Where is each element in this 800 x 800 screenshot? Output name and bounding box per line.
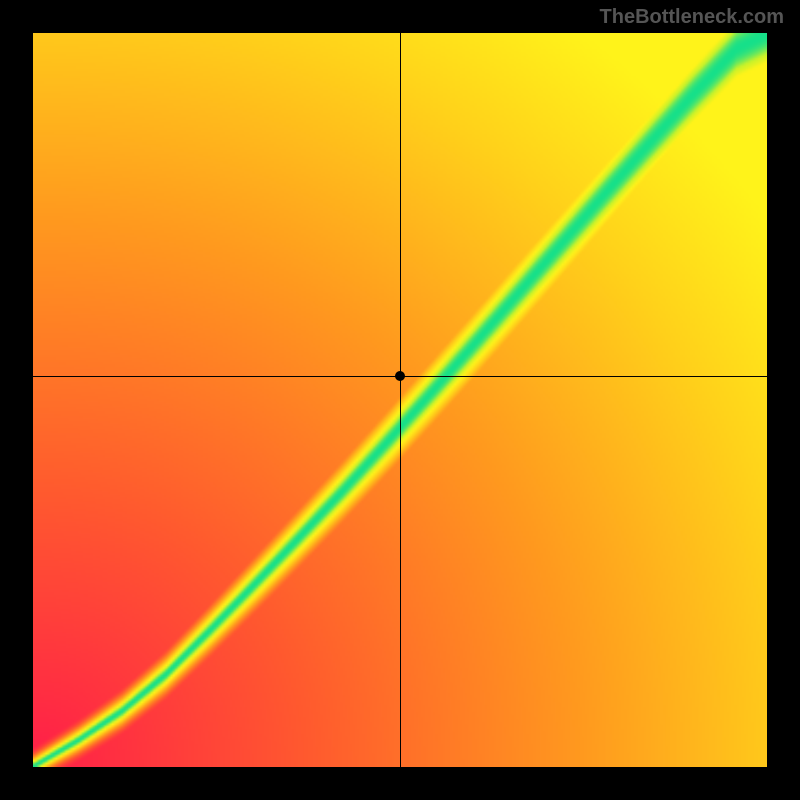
crosshair-vertical <box>400 33 401 767</box>
watermark-text: TheBottleneck.com <box>600 6 784 29</box>
bottleneck-heatmap <box>33 33 767 767</box>
crosshair-marker <box>395 371 405 381</box>
